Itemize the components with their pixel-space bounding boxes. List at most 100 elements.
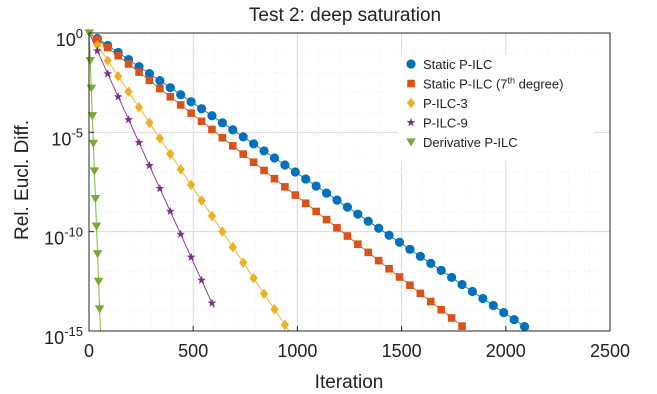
data-point: [333, 224, 341, 232]
data-point: [239, 150, 248, 158]
series-markers-3: [93, 39, 290, 330]
data-point: [85, 56, 96, 66]
series-markers-2: [93, 35, 466, 330]
data-point: [301, 174, 311, 184]
axes-box: [88, 32, 611, 332]
data-point: [103, 55, 112, 66]
y-tick-label: 10-5: [51, 125, 83, 149]
chart-title: Test 2: deep saturation: [249, 5, 441, 26]
data-point: [218, 226, 227, 237]
data-point: [114, 51, 122, 60]
data-point: [280, 160, 290, 170]
data-point: [436, 265, 446, 275]
data-point: [249, 272, 258, 284]
data-point: [197, 275, 206, 284]
data-point: [374, 223, 384, 233]
data-point: [155, 133, 165, 144]
data-point: [478, 293, 488, 304]
axes: [88, 32, 611, 332]
data-point: [134, 102, 144, 113]
data-point: [488, 300, 498, 311]
data-point: [259, 288, 269, 299]
data-point: [187, 109, 195, 117]
data-point: [280, 319, 290, 330]
data-point: [176, 229, 186, 238]
data-point: [217, 118, 227, 128]
data-point: [145, 160, 154, 170]
x-axis-label: Iteration: [315, 372, 384, 393]
data-point: [156, 84, 164, 93]
data-point: [197, 195, 206, 206]
data-point: [238, 132, 248, 142]
data-point: [186, 179, 196, 191]
x-tick-label: 1500: [382, 341, 422, 361]
data-point: [228, 125, 238, 135]
data-point: [124, 86, 133, 97]
data-point: [353, 209, 363, 219]
data-point: [509, 314, 519, 325]
data-point: [166, 148, 175, 160]
y-axis-label: Rel. Eucl. Diff.: [12, 120, 33, 240]
series-line-4: [88, 32, 215, 308]
data-point: [145, 76, 154, 85]
data-point: [260, 166, 268, 175]
data-point: [374, 256, 383, 265]
data-point: [228, 142, 237, 150]
legend-label: P-ILC-9: [423, 116, 468, 131]
data-point: [269, 153, 280, 163]
data-point: [207, 210, 217, 222]
data-point: [145, 117, 154, 129]
data-point: [124, 60, 133, 68]
data-point: [207, 111, 217, 121]
data-point: [124, 115, 133, 124]
data-point: [165, 83, 175, 93]
data-point: [395, 273, 404, 281]
data-point: [291, 191, 300, 199]
y-tick-label: 10-10: [44, 225, 83, 249]
data-point: [499, 307, 509, 318]
data-point: [92, 46, 102, 55]
data-point: [186, 97, 196, 107]
legend-label: Derivative P-ILC: [423, 135, 518, 150]
data-point: [270, 174, 279, 183]
legend-box: [398, 55, 594, 161]
data-point: [176, 101, 185, 109]
data-point: [342, 202, 353, 212]
legend-label: Static P-ILC (7th degree): [423, 76, 563, 92]
data-point: [394, 237, 405, 247]
data-point: [239, 257, 248, 268]
data-point: [270, 304, 279, 315]
legend-label: Static P-ILC: [423, 57, 492, 72]
data-point: [155, 183, 165, 193]
series-line-3: [88, 32, 290, 332]
data-point: [89, 167, 100, 176]
data-point: [176, 90, 186, 100]
data-point: [144, 69, 155, 79]
data-point: [166, 92, 175, 101]
data-point: [354, 240, 362, 249]
data-point: [196, 104, 207, 114]
data-point: [322, 215, 331, 224]
data-point: [228, 241, 237, 253]
data-point: [218, 133, 227, 142]
legend-marker: [406, 97, 416, 109]
x-tick-label: 0: [84, 341, 94, 361]
legend-entry-2: Static P-ILC (7th degree): [407, 76, 563, 92]
data-point: [208, 125, 216, 134]
data-point: [406, 281, 414, 289]
x-tick-label: 2000: [486, 341, 526, 361]
data-point: [92, 250, 103, 259]
series-markers: [84, 29, 530, 332]
data-point: [426, 297, 435, 306]
x-tick-label: 500: [178, 341, 208, 361]
series-markers-4: [92, 46, 217, 307]
data-point: [447, 272, 457, 283]
data-point: [165, 206, 175, 216]
data-point: [155, 76, 165, 86]
data-point: [281, 183, 289, 191]
data-point: [458, 322, 466, 330]
data-point: [311, 181, 321, 191]
data-point: [197, 117, 206, 126]
data-point: [301, 199, 310, 208]
